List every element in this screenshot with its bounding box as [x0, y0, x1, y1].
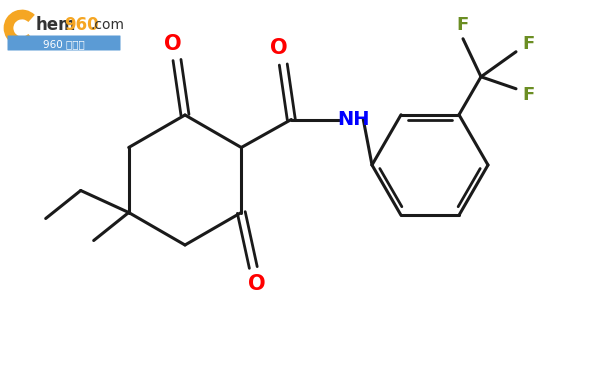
Text: 960 化工网: 960 化工网 [43, 39, 85, 49]
Text: O: O [270, 39, 288, 58]
Text: O: O [164, 34, 182, 54]
Text: F: F [522, 35, 534, 53]
Text: F: F [457, 16, 469, 34]
Text: O: O [249, 273, 266, 294]
Text: 960: 960 [64, 16, 99, 34]
Text: .com: .com [90, 18, 124, 32]
Text: F: F [522, 86, 534, 104]
Text: NH: NH [337, 110, 370, 129]
Text: hem: hem [36, 16, 76, 34]
FancyBboxPatch shape [7, 36, 120, 51]
